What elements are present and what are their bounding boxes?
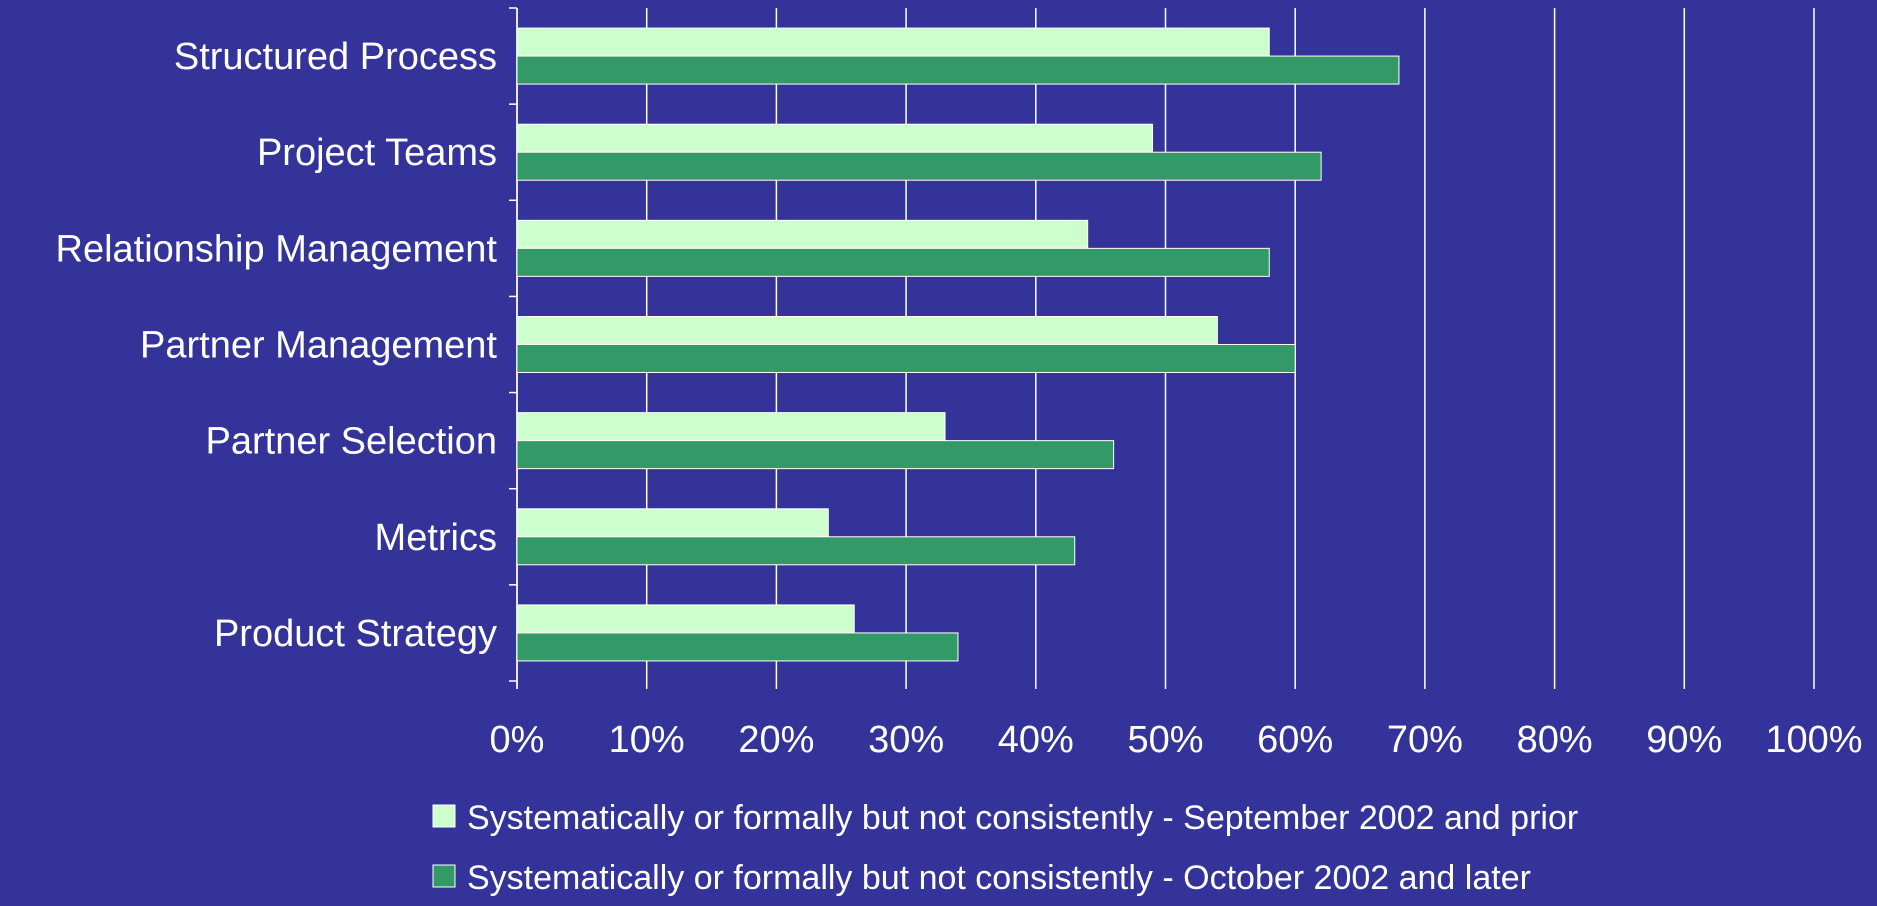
bar-oct2002-1: [516, 151, 1322, 181]
legend-label-0: Systematically or formally but not consi…: [467, 799, 1578, 837]
bar-oct2002-4: [516, 440, 1115, 470]
bar-sep2002-5: [516, 508, 829, 538]
bar-sep2002-6: [516, 604, 855, 634]
category-label: Partner Management: [140, 325, 497, 367]
category-label: Structured Process: [174, 36, 497, 78]
bar-oct2002-5: [516, 536, 1076, 566]
bar-sep2002-0: [516, 27, 1270, 57]
legend-label-1: Systematically or formally but not consi…: [467, 859, 1531, 897]
x-tick-label: 40%: [998, 719, 1074, 761]
x-tick-label: 0%: [490, 719, 545, 761]
x-tick-label: 100%: [1765, 719, 1862, 761]
legend-swatch-0: [432, 804, 456, 828]
legend-swatch-1: [432, 864, 456, 888]
bar-sep2002-4: [516, 412, 946, 442]
x-tick-label: 50%: [1127, 719, 1203, 761]
category-label: Partner Selection: [206, 421, 498, 463]
x-tick-label: 80%: [1517, 719, 1593, 761]
x-tick-label: 30%: [868, 719, 944, 761]
x-tick-label: 70%: [1387, 719, 1463, 761]
bar-oct2002-6: [516, 632, 959, 662]
bar-sep2002-1: [516, 123, 1154, 153]
bar-oct2002-0: [516, 55, 1400, 85]
x-tick-label: 20%: [738, 719, 814, 761]
category-label: Metrics: [375, 517, 497, 559]
x-tick-label: 10%: [609, 719, 685, 761]
bar-sep2002-3: [516, 316, 1218, 345]
category-label: Relationship Management: [56, 228, 498, 270]
x-tick-label: 90%: [1646, 719, 1722, 761]
bar-oct2002-2: [516, 247, 1270, 277]
bar-sep2002-2: [516, 219, 1089, 249]
category-label: Product Strategy: [214, 613, 497, 655]
bar-oct2002-3: [516, 344, 1296, 373]
x-tick-label: 60%: [1257, 719, 1333, 761]
category-label: Project Teams: [257, 132, 497, 174]
